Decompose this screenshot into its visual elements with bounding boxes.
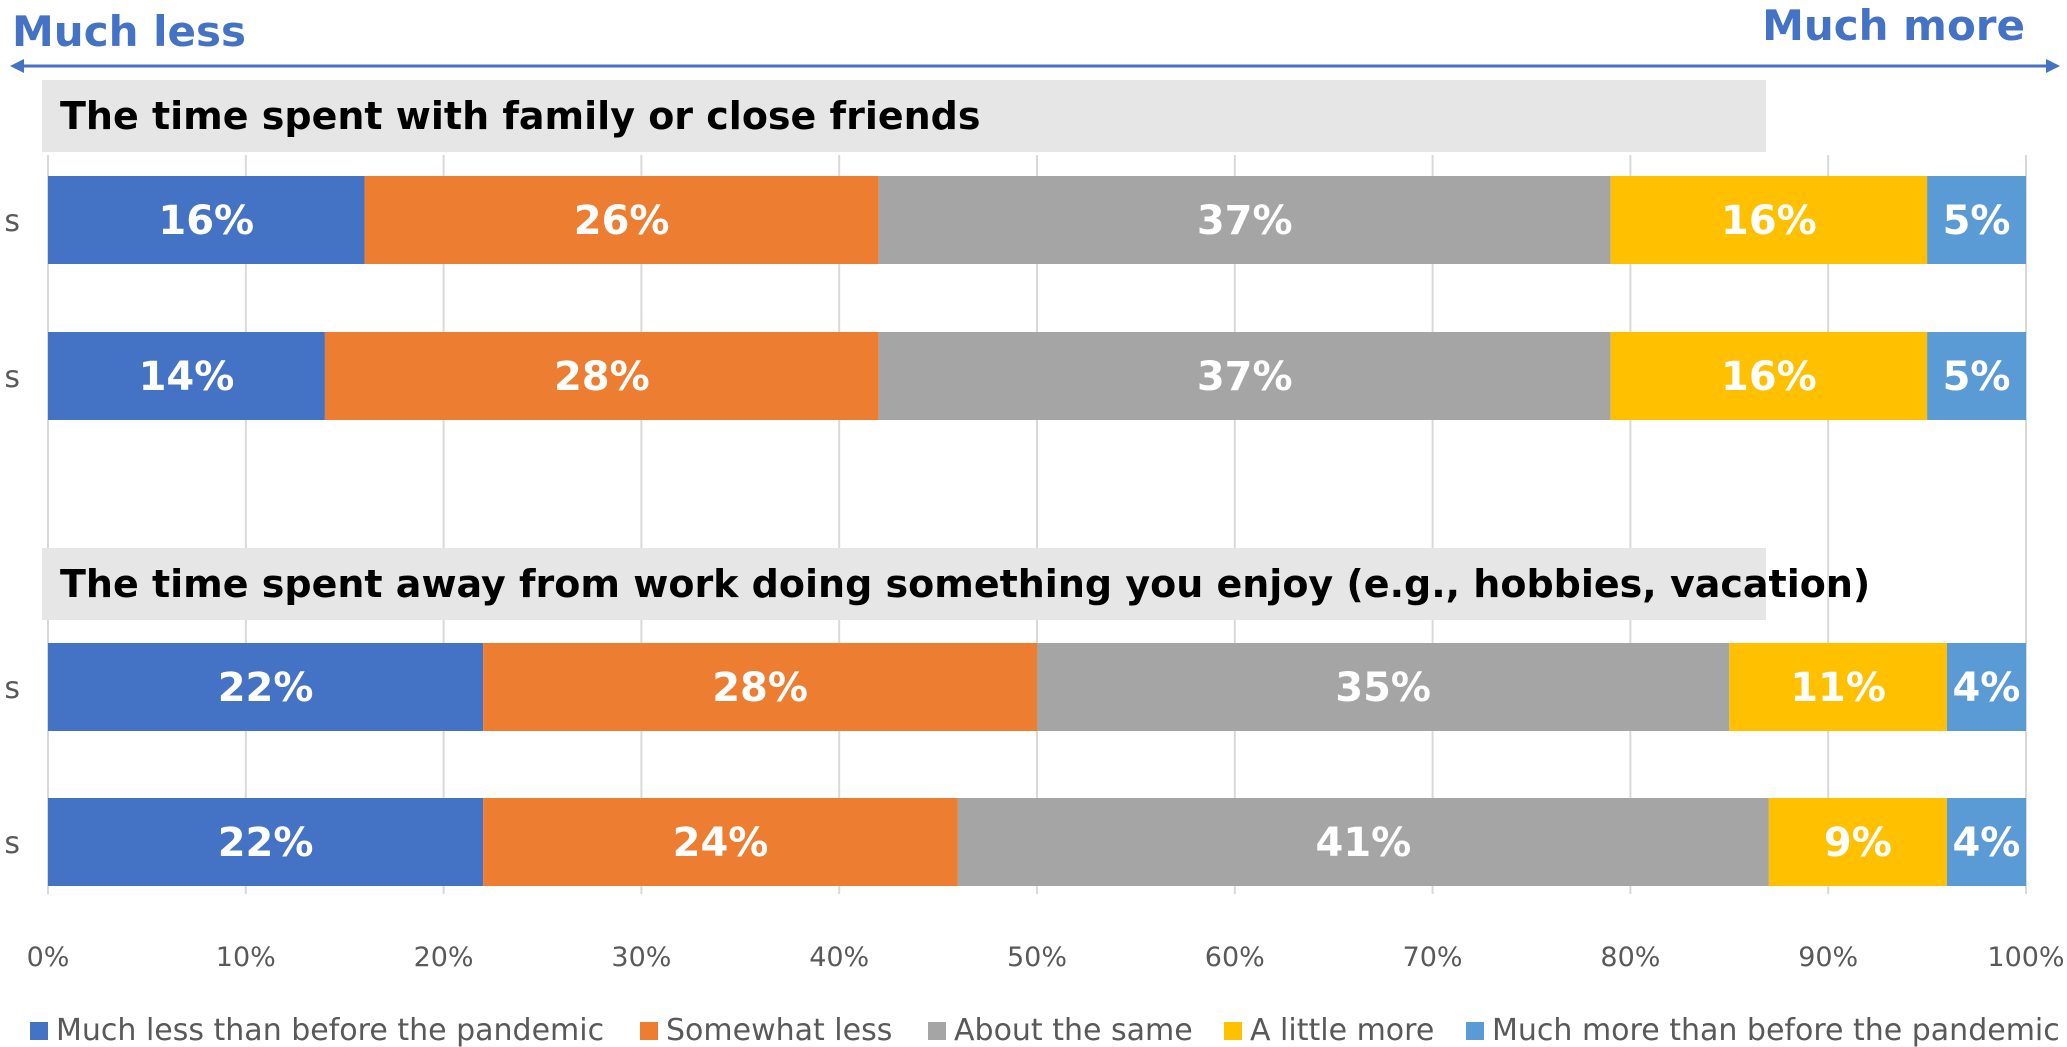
data-label: 14%	[139, 354, 235, 400]
legend-label: Much more than before the pandemic	[1492, 1013, 2060, 1047]
bar-row: s 22% 28% 35% 11% 4%	[4, 643, 2026, 731]
bar-segment	[957, 798, 1769, 886]
data-label: 41%	[1315, 820, 1411, 866]
data-label: 37%	[1197, 354, 1293, 400]
much-more-label: Much more	[1762, 1, 2025, 50]
data-label: 37%	[1197, 198, 1293, 244]
bar-segment	[1610, 176, 1928, 264]
legend-label: Somewhat less	[666, 1013, 892, 1047]
x-tick-label: 100%	[1987, 942, 2064, 973]
x-tick-label: 10%	[216, 942, 276, 973]
bar-segment	[1768, 798, 1947, 886]
bar-segment	[878, 176, 1611, 264]
bar-row: s 14% 28% 37% 16% 5%	[4, 332, 2026, 420]
data-label: 4%	[1952, 820, 2020, 866]
section-title: The time spent with family or close frie…	[60, 94, 981, 138]
bar-segment	[1729, 643, 1947, 731]
much-less-label: Much less	[12, 7, 246, 56]
legend-swatch	[1224, 1022, 1242, 1040]
category-label: s	[4, 671, 20, 706]
x-tick-label: 40%	[809, 942, 869, 973]
x-tick-label: 20%	[414, 942, 474, 973]
category-label: s	[4, 204, 20, 239]
bar-segment	[1946, 643, 2026, 731]
data-label: 16%	[1721, 354, 1817, 400]
data-label: 5%	[1943, 354, 2011, 400]
bar-segment	[48, 643, 484, 731]
legend-item: A little more	[1224, 1013, 1434, 1047]
x-tick-label: 0%	[27, 942, 70, 973]
data-label: 16%	[158, 198, 254, 244]
legend-swatch	[640, 1022, 658, 1040]
x-tick-label: 50%	[1007, 942, 1067, 973]
bar-segment	[1927, 176, 2026, 264]
bar-segment	[878, 332, 1611, 420]
legend-item: Much less than before the pandemic	[30, 1013, 604, 1047]
data-label: 4%	[1952, 665, 2020, 711]
bar-row: s 22% 24% 41% 9% 4%	[4, 798, 2026, 886]
x-tick-label: 60%	[1205, 942, 1265, 973]
data-label: 11%	[1790, 665, 1886, 711]
legend: Much less than before the pandemic Somewh…	[30, 1013, 2060, 1047]
bar-segment	[364, 176, 879, 264]
chart-sections: The time spent with family or close frie…	[4, 80, 2026, 886]
data-label: 35%	[1335, 665, 1431, 711]
x-axis: 0% 10% 20% 30% 40% 50% 60% 70% 80% 90% 100%	[27, 942, 2065, 973]
data-label: 26%	[574, 198, 670, 244]
category-label: s	[4, 360, 20, 395]
section-2: The time spent away from work doing some…	[4, 548, 2026, 886]
data-label: 5%	[1943, 198, 2011, 244]
bar-segment	[1927, 332, 2026, 420]
bar-segment	[1946, 798, 2026, 886]
bar-segment	[1610, 332, 1928, 420]
data-label: 9%	[1824, 820, 1892, 866]
data-label: 16%	[1721, 198, 1817, 244]
bar-segment	[48, 798, 484, 886]
bar-segment	[483, 798, 958, 886]
data-label: 24%	[673, 820, 769, 866]
legend-label: About the same	[954, 1013, 1193, 1047]
section-1: The time spent with family or close frie…	[4, 80, 2026, 420]
gridlines	[47, 155, 2027, 894]
scale-arrow	[10, 59, 2060, 73]
section-title-band	[42, 548, 1766, 620]
category-label: s	[4, 826, 20, 861]
x-tick-label: 70%	[1403, 942, 1463, 973]
bar-segment	[483, 643, 1037, 731]
bar-row: s 16% 26% 37% 16% 5%	[4, 176, 2026, 264]
data-label: 28%	[554, 354, 650, 400]
section-title-band	[42, 80, 1766, 152]
x-tick-label: 80%	[1600, 942, 1660, 973]
legend-swatch	[30, 1022, 48, 1040]
legend-item: About the same	[928, 1013, 1193, 1047]
x-tick-label: 30%	[611, 942, 671, 973]
bar-segment	[48, 176, 365, 264]
section-title: The time spent away from work doing some…	[60, 562, 1870, 606]
data-label: 28%	[712, 665, 808, 711]
data-label: 22%	[218, 665, 314, 711]
x-tick-label: 90%	[1798, 942, 1858, 973]
legend-swatch	[1466, 1022, 1484, 1040]
bar-segment	[48, 332, 325, 420]
legend-swatch	[928, 1022, 946, 1040]
legend-item: Much more than before the pandemic	[1466, 1013, 2060, 1047]
data-label: 22%	[218, 820, 314, 866]
legend-item: Somewhat less	[640, 1013, 892, 1047]
legend-label: A little more	[1250, 1013, 1434, 1047]
bar-segment	[1037, 643, 1730, 731]
legend-label: Much less than before the pandemic	[56, 1013, 604, 1047]
bar-segment	[324, 332, 879, 420]
